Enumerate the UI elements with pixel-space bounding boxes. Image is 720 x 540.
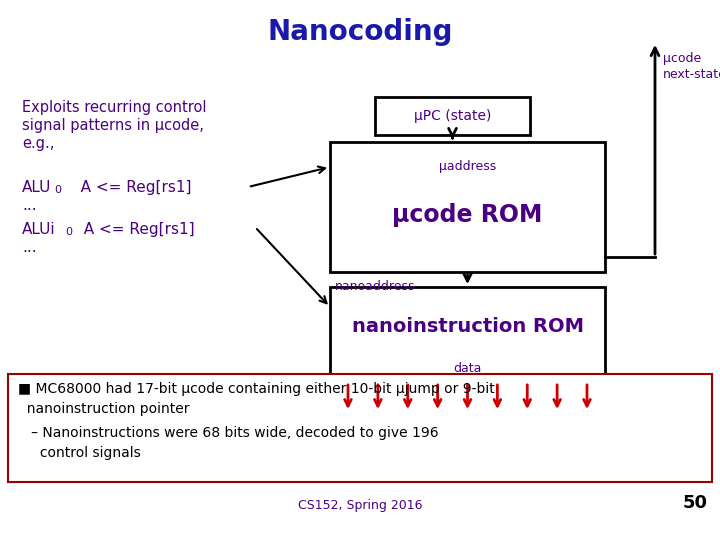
Text: 50: 50 xyxy=(683,494,708,512)
Text: ALUi: ALUi xyxy=(22,222,55,237)
Text: A <= Reg[rs1]: A <= Reg[rs1] xyxy=(66,180,192,195)
Text: Nanocoding: Nanocoding xyxy=(267,18,453,46)
Text: ...: ... xyxy=(22,240,37,255)
Text: μaddress: μaddress xyxy=(439,160,496,173)
Text: μPC (state): μPC (state) xyxy=(414,109,491,123)
Text: CS152, Spring 2016: CS152, Spring 2016 xyxy=(298,499,422,512)
Bar xyxy=(375,97,530,135)
Text: – Nanoinstructions were 68 bits wide, decoded to give 196: – Nanoinstructions were 68 bits wide, de… xyxy=(18,426,438,440)
Text: μcode ROM: μcode ROM xyxy=(392,203,543,227)
Text: next-state: next-state xyxy=(663,68,720,81)
Bar xyxy=(8,374,712,482)
Text: 0: 0 xyxy=(65,227,72,237)
Text: nanoinstruction pointer: nanoinstruction pointer xyxy=(18,402,189,416)
Text: nanoaddress: nanoaddress xyxy=(335,280,415,293)
Text: 0: 0 xyxy=(54,185,61,195)
Text: ...: ... xyxy=(22,198,37,213)
Text: A <= Reg[rs1]: A <= Reg[rs1] xyxy=(74,222,194,237)
Text: ■ MC68000 had 17-bit μcode containing either 10-bit μjump or 9-bit: ■ MC68000 had 17-bit μcode containing ei… xyxy=(18,382,495,396)
Bar xyxy=(330,287,605,382)
Text: Exploits recurring control: Exploits recurring control xyxy=(22,100,207,115)
Text: ALU: ALU xyxy=(22,180,51,195)
Text: data: data xyxy=(454,361,482,375)
Text: μcode: μcode xyxy=(663,52,701,65)
Text: e.g.,: e.g., xyxy=(22,136,55,151)
Text: signal patterns in μcode,: signal patterns in μcode, xyxy=(22,118,204,133)
Text: nanoinstruction ROM: nanoinstruction ROM xyxy=(351,317,583,336)
Text: control signals: control signals xyxy=(18,446,140,460)
Bar xyxy=(330,142,605,272)
